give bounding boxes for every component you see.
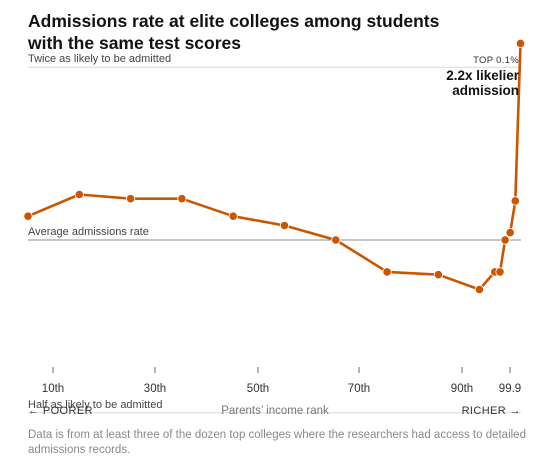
x-axis-label: Parents’ income rank — [221, 405, 329, 417]
data-point — [505, 228, 515, 238]
x-tick-label: 50th — [247, 383, 269, 395]
data-point — [177, 194, 187, 204]
data-point — [331, 235, 341, 245]
data-point — [23, 211, 33, 221]
data-point — [126, 194, 136, 204]
data-point — [382, 267, 392, 277]
annotation-tag: TOP 0.1% — [473, 55, 519, 66]
data-point — [495, 267, 505, 277]
x-tick-label: 90th — [451, 383, 473, 395]
x-tick-label: 70th — [348, 383, 370, 395]
data-point — [279, 220, 290, 231]
data-point — [474, 284, 484, 295]
data-point — [500, 235, 510, 245]
series-line — [23, 38, 526, 295]
data-point — [510, 196, 520, 206]
reference-label: Average admissions rate — [28, 226, 149, 238]
data-point — [515, 38, 526, 49]
annotation-value: 2.2x likelier — [446, 68, 520, 83]
data-point — [74, 189, 84, 200]
data-point — [228, 211, 238, 221]
data-point — [433, 270, 443, 280]
reference-label: Twice as likely to be admitted — [28, 53, 171, 65]
reference-lines: Twice as likely to be admitted Average ad… — [28, 53, 521, 414]
poorer-label: ← POORER — [28, 405, 93, 417]
x-tick-label: 30th — [144, 383, 166, 395]
footnote: Data is from at least three of the dozen… — [28, 429, 526, 456]
x-tick-label: 10th — [42, 383, 64, 395]
chart-title: Admissions rate at elite colleges among … — [28, 11, 440, 53]
annotation-value-2: admission — [452, 83, 519, 98]
reference-label: Half as likely to be admitted — [28, 399, 163, 411]
x-axis: 10th 30th 50th 70th 90th 99.9 — [42, 367, 521, 395]
richer-label: RICHER → — [462, 405, 521, 417]
x-tick-label: 99.9 — [499, 383, 521, 395]
